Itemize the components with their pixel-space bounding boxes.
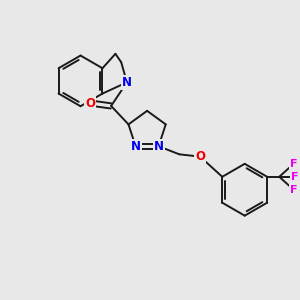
Text: F: F: [290, 185, 297, 195]
Text: N: N: [122, 76, 132, 89]
Text: N: N: [154, 140, 164, 153]
Text: F: F: [290, 159, 297, 169]
Text: N: N: [130, 140, 141, 153]
Text: O: O: [195, 150, 205, 163]
Text: F: F: [291, 172, 299, 182]
Text: O: O: [85, 97, 95, 110]
